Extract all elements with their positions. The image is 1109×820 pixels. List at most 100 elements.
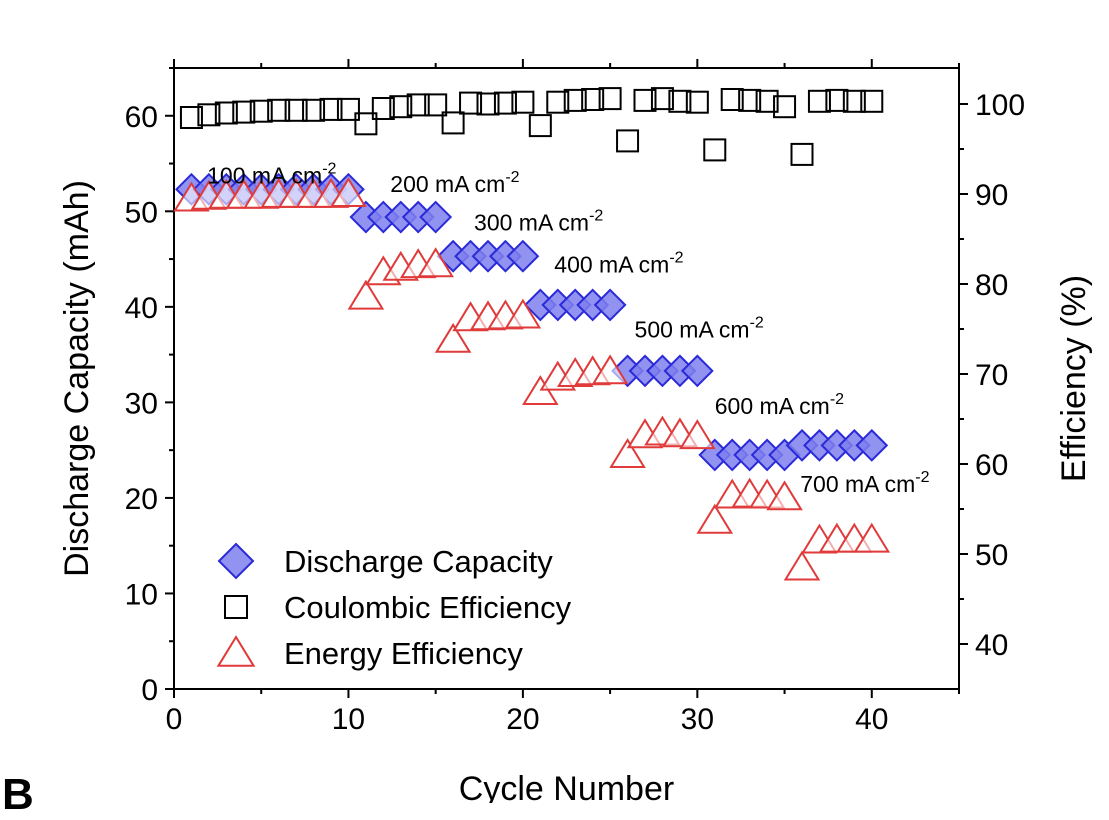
panel-letter: B	[2, 770, 34, 819]
coulombic-point	[546, 90, 570, 114]
x-tick-label: 40	[855, 703, 888, 736]
plot-border	[173, 67, 960, 690]
coulombic-point	[511, 90, 535, 114]
energy-point	[434, 322, 472, 353]
coulombic-point	[703, 138, 727, 162]
data-marks	[173, 87, 891, 581]
coulombic-point	[336, 97, 360, 121]
y-axis-right: 40 50 60 70 80 90 100	[959, 89, 1025, 662]
coulombic-point	[319, 97, 343, 121]
legend-label: Energy Efficiency	[284, 636, 523, 671]
capacity-point	[419, 200, 453, 234]
coulombic-point	[371, 97, 395, 120]
current-density-label: 300 mA cm-2	[474, 207, 603, 235]
coulombic-point	[389, 95, 413, 119]
coulombic-point	[406, 93, 430, 117]
coulombic-point	[354, 112, 378, 136]
coulombic-point	[284, 98, 308, 122]
y-tick-label: 50	[125, 196, 158, 229]
coulombic-point	[633, 88, 657, 112]
current-density-label: 400 mA cm-2	[554, 249, 683, 277]
series-coulombic-efficiency	[179, 87, 884, 166]
coulombic-point	[581, 88, 605, 111]
coulombic-point	[476, 92, 500, 116]
x-axis: 0 10 20 30 40	[166, 59, 960, 736]
current-density-label: 100 mA cm-2	[207, 161, 336, 189]
coulombic-point	[528, 114, 552, 138]
capacity-point	[680, 354, 714, 388]
y-axis-left: 0 10 20 30 40 50 60	[125, 67, 174, 707]
y2-tick-label: 60	[975, 449, 1008, 482]
y2-axis-title: Efficiency (%)	[1055, 275, 1093, 482]
energy-point	[504, 298, 542, 329]
y-axis-title: Discharge Capacity (mAh)	[58, 180, 96, 577]
energy-point	[330, 177, 367, 207]
energy-point	[347, 279, 385, 310]
coulombic-point	[232, 100, 256, 124]
current-density-label: 500 mA cm-2	[635, 314, 764, 342]
current-density-label: 200 mA cm-2	[390, 169, 519, 197]
energy-point	[679, 419, 716, 450]
legend-diamond-marker	[217, 542, 255, 580]
coulombic-point	[790, 142, 814, 166]
coulombic-point	[842, 89, 866, 113]
y-tick-label: 10	[125, 578, 158, 611]
coulombic-point	[755, 89, 779, 113]
energy-point	[417, 247, 454, 278]
y2-tick-label: 80	[975, 269, 1008, 302]
energy-point	[696, 503, 734, 534]
coulombic-point	[773, 95, 797, 119]
coulombic-point	[424, 93, 448, 117]
y2-tick-label: 50	[975, 539, 1008, 572]
coulombic-point	[302, 98, 326, 122]
y2-tick-label: 70	[975, 359, 1008, 392]
capacity-point	[506, 239, 540, 273]
x-tick-label: 30	[681, 703, 714, 736]
coulombic-point	[860, 89, 884, 113]
y-tick-label: 20	[125, 483, 158, 516]
coulombic-point	[214, 101, 238, 125]
coulombic-point	[685, 90, 709, 114]
series-energy-efficiency	[173, 177, 891, 581]
y-tick-label: 60	[125, 101, 158, 134]
coulombic-point	[738, 88, 762, 112]
coulombic-point	[179, 106, 203, 129]
coulombic-point	[825, 88, 849, 112]
capacity-point	[593, 288, 627, 322]
legend-triangle-marker	[216, 635, 256, 667]
y2-tick-label: 100	[975, 89, 1025, 122]
annotations: 100 mA cm-2 200 mA cm-2 300 mA cm-2 400 mA …	[207, 161, 929, 498]
coulombic-point	[650, 87, 674, 111]
x-tick-label: 0	[166, 703, 183, 736]
coulombic-point	[616, 129, 640, 153]
y2-tick-label: 40	[975, 629, 1008, 662]
x-tick-label: 10	[332, 703, 365, 736]
legend-label: Discharge Capacity	[284, 544, 553, 579]
current-density-label: 600 mA cm-2	[715, 391, 844, 419]
y2-tick-label: 90	[975, 179, 1008, 212]
coulombic-point	[493, 91, 517, 115]
coulombic-point	[249, 99, 273, 123]
energy-point	[609, 438, 646, 468]
legend-square-marker	[224, 595, 248, 619]
coulombic-point	[807, 89, 831, 113]
coulombic-point	[668, 89, 692, 113]
energy-point	[853, 522, 891, 553]
legend-label: Coulombic Efficiency	[284, 590, 572, 625]
current-density-label: 700 mA cm-2	[800, 469, 929, 497]
coulombic-point	[197, 103, 221, 127]
energy-point	[591, 354, 629, 385]
energy-point	[783, 550, 821, 581]
energy-point	[766, 480, 803, 511]
y-tick-label: 0	[141, 674, 158, 707]
coulombic-point	[459, 91, 483, 115]
plot-frame	[173, 67, 960, 690]
coulombic-point	[563, 88, 587, 112]
x-axis-title: Cycle Number	[459, 770, 674, 803]
x-tick-label: 20	[506, 703, 539, 736]
chart: 0 10 20 30 40 0 10 20 30 40 50 60 40 50 60 70 80 90 100 …	[58, 59, 1093, 803]
y-tick-label: 30	[125, 387, 158, 420]
legend: Discharge Capacity Coulombic Efficiency En…	[216, 542, 572, 671]
capacity-point	[855, 428, 889, 462]
coulombic-point	[598, 87, 622, 111]
